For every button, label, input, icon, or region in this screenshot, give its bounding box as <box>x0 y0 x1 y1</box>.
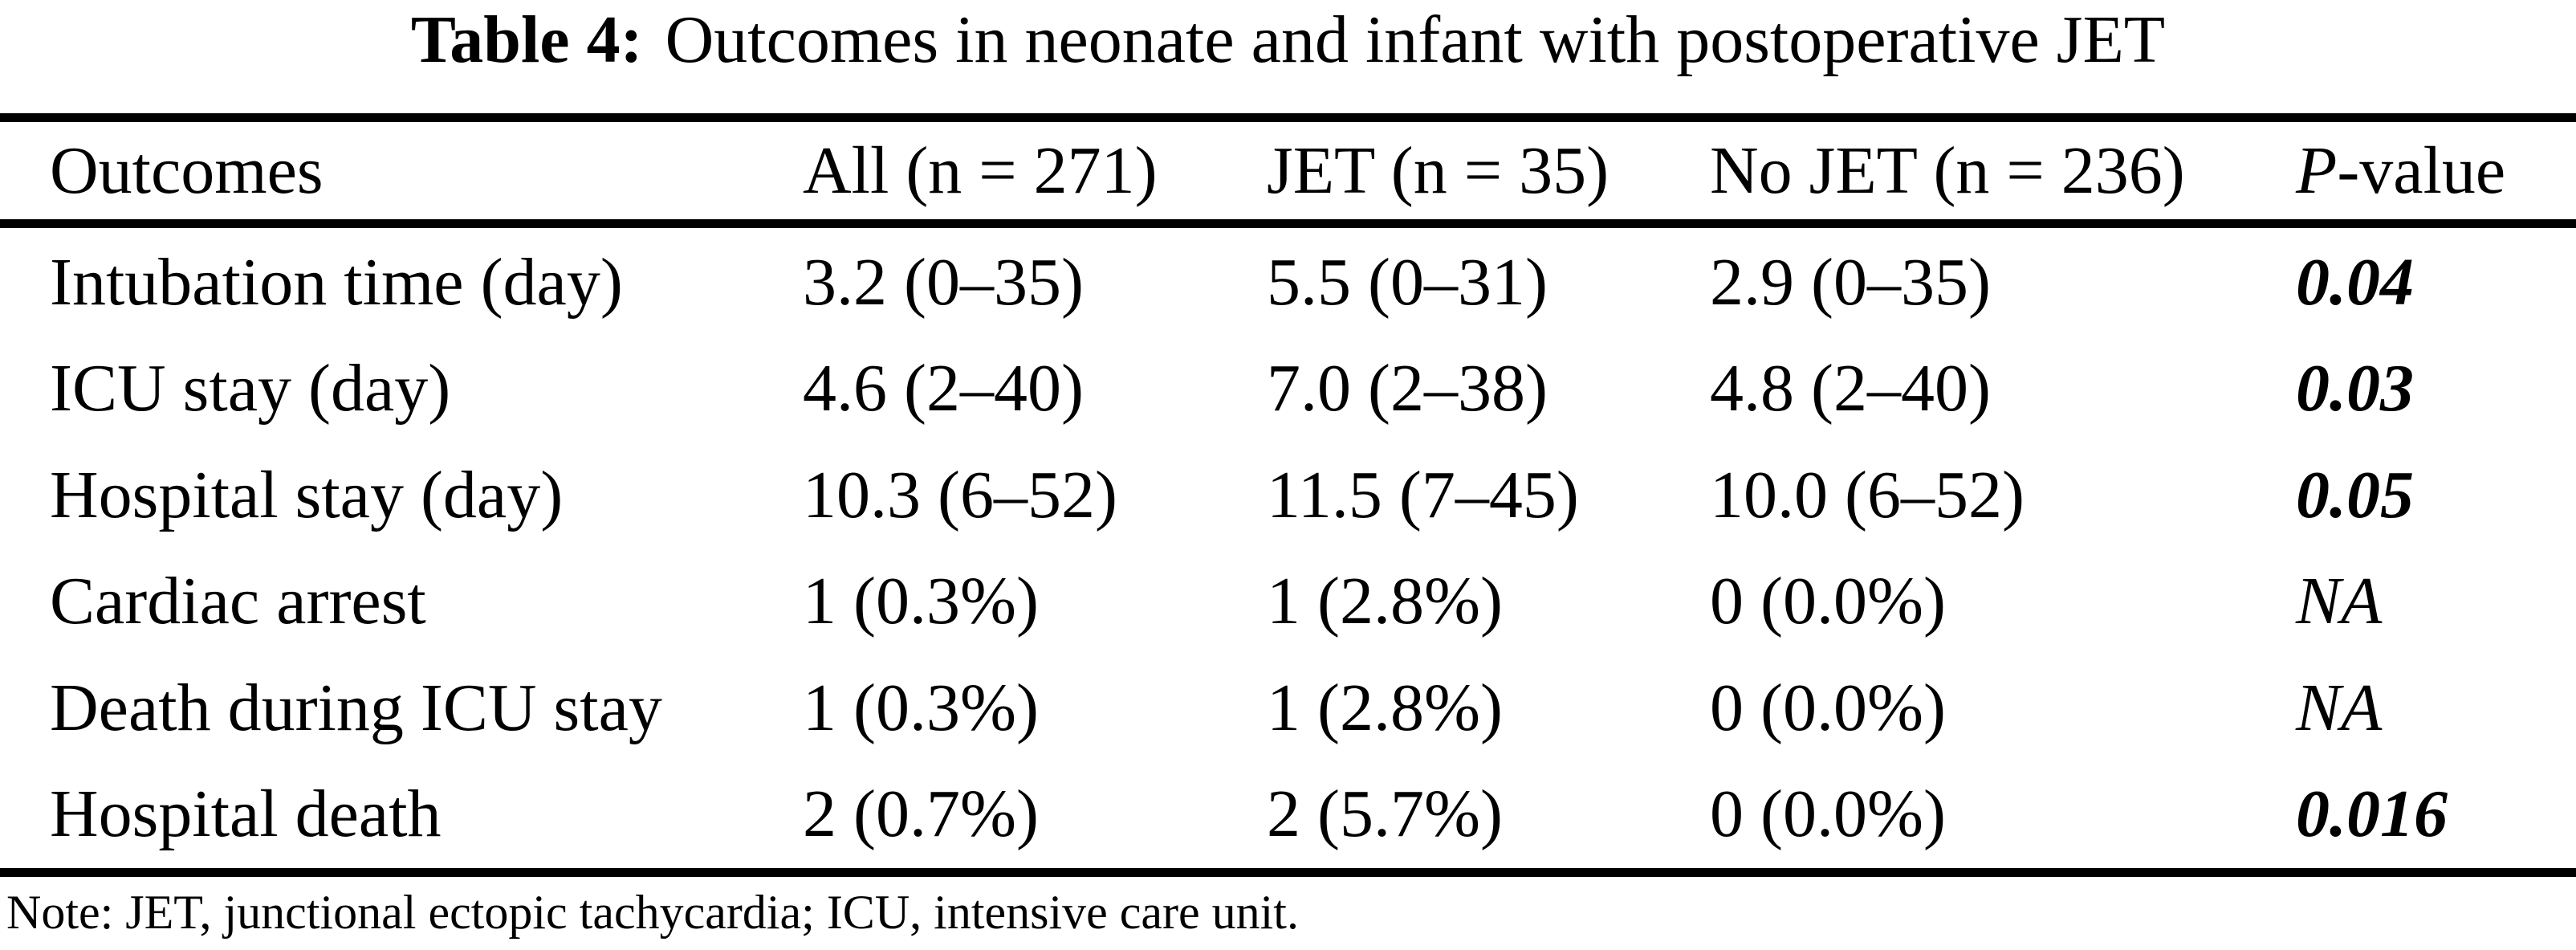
table-row: ICU stay (day) 4.6 (2–40) 7.0 (2–38) 4.8… <box>0 336 2576 442</box>
top-rule <box>0 113 2576 122</box>
cell-no-jet: 0 (0.0%) <box>1710 671 1946 745</box>
row-label: ICU stay (day) <box>50 351 451 426</box>
cell-jet: 5.5 (0–31) <box>1267 245 1548 320</box>
row-label: Cardiac arrest <box>50 564 426 638</box>
cell-all: 4.6 (2–40) <box>803 351 1084 426</box>
table-row: Intubation time (day) 3.2 (0–35) 5.5 (0–… <box>0 230 2576 336</box>
cell-no-jet: 0 (0.0%) <box>1710 777 1946 851</box>
row-label: Intubation time (day) <box>50 245 623 320</box>
cell-jet: 1 (2.8%) <box>1267 671 1503 745</box>
cell-all: 3.2 (0–35) <box>803 245 1084 320</box>
table-footnote: Note: JET, junctional ectopic tachycardi… <box>6 886 1299 939</box>
column-header-p-value: P-value <box>2296 137 2576 205</box>
table-row: Hospital death 2 (0.7%) 2 (5.7%) 0 (0.0%… <box>0 761 2576 867</box>
p-value-header-italic-p: P <box>2296 133 2338 208</box>
cell-all: 1 (0.3%) <box>803 671 1039 745</box>
cell-jet: 7.0 (2–38) <box>1267 351 1548 426</box>
table-caption-text: Outcomes in neonate and infant with post… <box>665 2 2166 77</box>
cell-no-jet: 2.9 (0–35) <box>1710 245 1991 320</box>
cell-jet: 1 (2.8%) <box>1267 564 1503 638</box>
cell-no-jet: 4.8 (2–40) <box>1710 351 1991 426</box>
column-header-jet: JET (n = 35) <box>1267 133 1609 208</box>
row-label: Death during ICU stay <box>50 671 662 745</box>
table-row: Death during ICU stay 1 (0.3%) 1 (2.8%) … <box>0 655 2576 761</box>
cell-p-value: 0.016 <box>2296 777 2448 851</box>
cell-no-jet: 0 (0.0%) <box>1710 564 1946 638</box>
header-row: Outcomes All (n = 271) JET (n = 35) No J… <box>0 122 2576 219</box>
row-label: Hospital death <box>50 777 442 851</box>
column-header-no-jet: No JET (n = 236) <box>1710 133 2185 208</box>
bottom-rule <box>0 868 2576 877</box>
table-row: Cardiac arrest 1 (0.3%) 1 (2.8%) 0 (0.0%… <box>0 548 2576 654</box>
row-label: Hospital stay (day) <box>50 458 564 532</box>
table-number-label: Table 4: <box>410 2 643 77</box>
cell-p-value: 0.05 <box>2296 458 2414 532</box>
table-title: Table 4: Outcomes in neonate and infant w… <box>0 2 2576 79</box>
cell-p-value: NA <box>2296 564 2383 638</box>
column-header-all: All (n = 271) <box>803 133 1158 208</box>
header-separator-rule <box>0 219 2576 228</box>
cell-all: 10.3 (6–52) <box>803 458 1117 532</box>
cell-jet: 11.5 (7–45) <box>1267 458 1579 532</box>
cell-all: 1 (0.3%) <box>803 564 1039 638</box>
cell-no-jet: 10.0 (6–52) <box>1710 458 2025 532</box>
p-value-header-rest: -value <box>2337 133 2506 208</box>
cell-p-value: NA <box>2296 671 2383 745</box>
cell-all: 2 (0.7%) <box>803 777 1039 851</box>
cell-p-value: 0.03 <box>2296 351 2414 426</box>
column-header-outcomes: Outcomes <box>50 133 324 208</box>
table-row: Hospital stay (day) 10.3 (6–52) 11.5 (7–… <box>0 442 2576 548</box>
cell-jet: 2 (5.7%) <box>1267 777 1503 851</box>
cell-p-value: 0.04 <box>2296 245 2414 320</box>
